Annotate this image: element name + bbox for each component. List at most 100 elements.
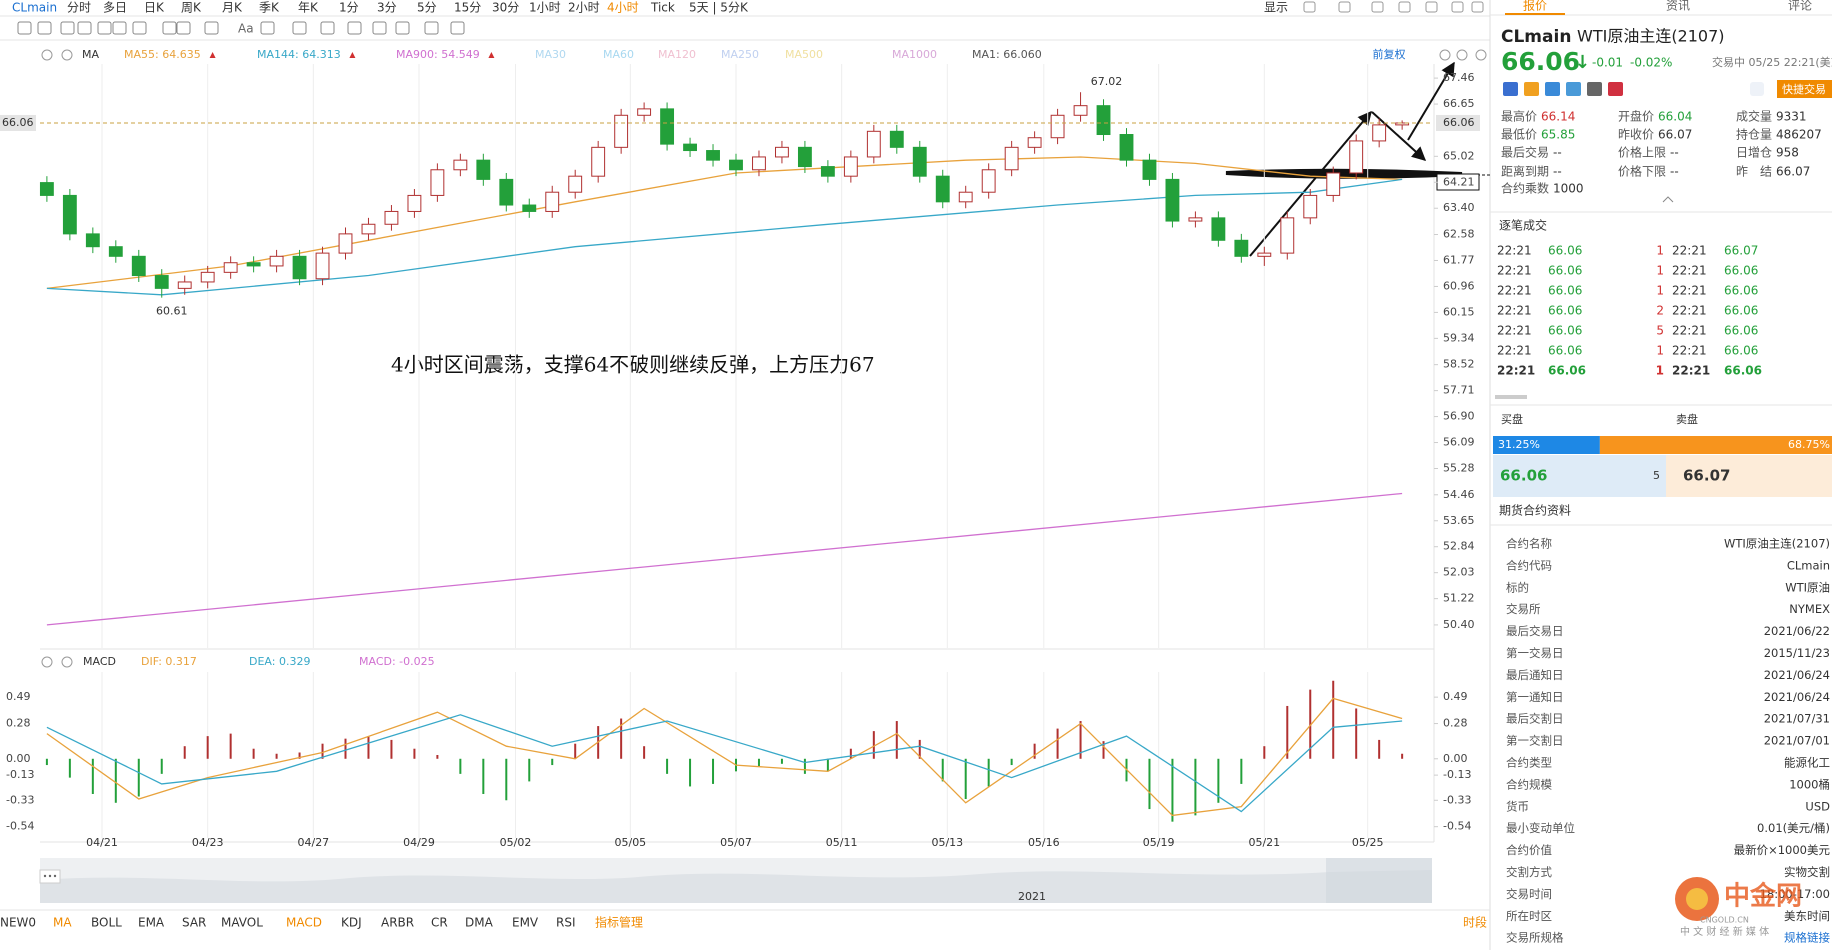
indicator-tab[interactable]: RSI xyxy=(556,916,576,930)
tool-icon[interactable] xyxy=(162,21,177,35)
period-tab[interactable]: 30分 xyxy=(492,1,519,15)
period-tab[interactable]: 月K xyxy=(222,1,243,15)
indicator-tab[interactable]: SAR xyxy=(182,916,206,930)
tool-icon[interactable] xyxy=(112,21,127,35)
toolbar-icon[interactable] xyxy=(1451,1,1464,13)
navigator-window[interactable] xyxy=(1326,858,1432,903)
reset-icon[interactable] xyxy=(1439,49,1451,61)
tool-icon[interactable] xyxy=(60,21,75,35)
indicator-tab[interactable]: CR xyxy=(431,916,448,930)
quote-tab[interactable]: 报价 xyxy=(1523,0,1547,13)
period-tab[interactable]: 1分 xyxy=(339,1,359,15)
x-tick-label: 05/02 xyxy=(500,836,532,849)
period-tab[interactable]: 15分 xyxy=(454,1,481,15)
tool-icon[interactable] xyxy=(395,21,410,35)
period-tab[interactable]: 季K xyxy=(259,1,280,15)
period-tab[interactable]: 多日 xyxy=(103,1,127,15)
quick-trade-button[interactable] xyxy=(1777,80,1832,98)
indicator-tab[interactable]: ARBR xyxy=(381,916,414,930)
quote-tab[interactable]: 评论 xyxy=(1788,0,1812,13)
quote-icon[interactable] xyxy=(1503,82,1518,96)
period-tab[interactable]: 5天 | 5分K xyxy=(689,1,749,15)
period-tab[interactable]: 分时 xyxy=(67,1,91,15)
zoom-out-icon[interactable] xyxy=(1456,49,1468,61)
toolbar-icon[interactable] xyxy=(1398,1,1411,13)
display-menu[interactable]: 显示 xyxy=(1264,1,1288,15)
quote-icon[interactable] xyxy=(1524,82,1539,96)
indicator-tab[interactable]: NEW0 xyxy=(0,916,36,930)
trades-title: 逐笔成交 xyxy=(1499,218,1547,233)
contract-value[interactable]: 规格链接 xyxy=(1784,931,1830,945)
font-tool[interactable]: Aa xyxy=(238,22,254,36)
watermark-brand: 中金网 xyxy=(1724,881,1802,912)
adjust-toggle[interactable]: 前复权 xyxy=(1373,47,1406,61)
period-tab[interactable]: 4小时 xyxy=(607,1,639,15)
active-tab-underline xyxy=(1505,13,1565,15)
tool-icon[interactable] xyxy=(176,21,191,35)
tool-icon[interactable] xyxy=(17,21,32,35)
contract-value: 1000桶 xyxy=(1789,777,1830,791)
tool-icon[interactable] xyxy=(97,21,112,35)
period-tab[interactable]: 3分 xyxy=(377,1,397,15)
quote-tab[interactable]: 资讯 xyxy=(1666,0,1690,13)
indicator-tab[interactable]: DMA xyxy=(465,916,494,930)
period-tab[interactable]: 周K xyxy=(181,1,202,15)
tool-icon[interactable] xyxy=(204,21,219,35)
tool-icon[interactable] xyxy=(347,21,362,35)
indicator-tab[interactable]: BOLL xyxy=(91,916,122,930)
session-tab[interactable]: 时段 xyxy=(1463,915,1487,930)
indicator-tab[interactable]: MAVOL xyxy=(221,916,263,930)
indicator-tab[interactable]: 指标管理 xyxy=(595,915,643,930)
indicator-tab[interactable]: EMA xyxy=(138,916,165,930)
toolbar-icon[interactable] xyxy=(1425,1,1438,13)
low-label: 60.61 xyxy=(156,305,188,318)
quote-icon[interactable] xyxy=(1566,82,1581,96)
ask-bar xyxy=(1599,436,1832,454)
settings-icon[interactable] xyxy=(41,656,53,668)
tool-icon[interactable] xyxy=(450,21,465,35)
quote-icon[interactable] xyxy=(1587,82,1602,96)
trade-cell: 2 xyxy=(1656,304,1664,318)
tool-icon[interactable] xyxy=(320,21,335,35)
period-tab[interactable]: 2小时 xyxy=(568,1,600,15)
close-icon[interactable] xyxy=(61,656,73,668)
toolbar-icon[interactable] xyxy=(1303,1,1316,13)
candle-body xyxy=(614,114,629,148)
arrow xyxy=(1407,61,1455,141)
quick-trade-label[interactable]: 快捷交易 xyxy=(1782,82,1826,96)
tool-icon[interactable] xyxy=(260,21,275,35)
quote-icon[interactable] xyxy=(1545,82,1560,96)
collapse-icon[interactable] xyxy=(1662,196,1674,203)
toolbar-icon[interactable] xyxy=(1338,1,1351,13)
candle-body xyxy=(797,146,812,168)
candle-body xyxy=(981,169,996,193)
indicator-tab[interactable]: EMV xyxy=(512,916,539,930)
indicator-tab[interactable]: MA xyxy=(53,916,72,930)
toolbar-icon[interactable] xyxy=(1371,1,1384,13)
tool-icon[interactable] xyxy=(77,21,92,35)
indicator-tab[interactable]: KDJ xyxy=(341,916,362,930)
contract-label: 货币 xyxy=(1506,799,1529,813)
period-tab[interactable]: 日K xyxy=(144,1,165,15)
period-tab[interactable]: Tick xyxy=(650,1,675,15)
period-tab[interactable]: 5分 xyxy=(417,1,437,15)
settings-icon[interactable] xyxy=(41,49,53,61)
bell-icon[interactable] xyxy=(1750,82,1764,96)
contract-value: 能源化工 xyxy=(1784,756,1830,770)
legend-entry: MA1000 xyxy=(892,48,937,61)
tool-icon[interactable] xyxy=(132,21,147,35)
tool-icon[interactable] xyxy=(37,21,52,35)
period-tab[interactable]: 年K xyxy=(298,1,319,15)
tool-icon[interactable] xyxy=(424,21,439,35)
close-icon[interactable] xyxy=(61,49,73,61)
zoom-in-icon[interactable] xyxy=(1475,49,1487,61)
indicator-tab[interactable]: MACD xyxy=(286,916,322,930)
period-tab[interactable]: 1小时 xyxy=(529,1,561,15)
stat-value: -- xyxy=(1553,165,1562,179)
quote-name: WTI原油主连(2107) xyxy=(1577,27,1725,46)
quote-icon[interactable] xyxy=(1608,82,1623,96)
trade-cell: 66.06 xyxy=(1724,264,1758,278)
toolbar-icon[interactable] xyxy=(1471,1,1484,13)
tool-icon[interactable] xyxy=(292,21,307,35)
tool-icon[interactable] xyxy=(372,21,387,35)
